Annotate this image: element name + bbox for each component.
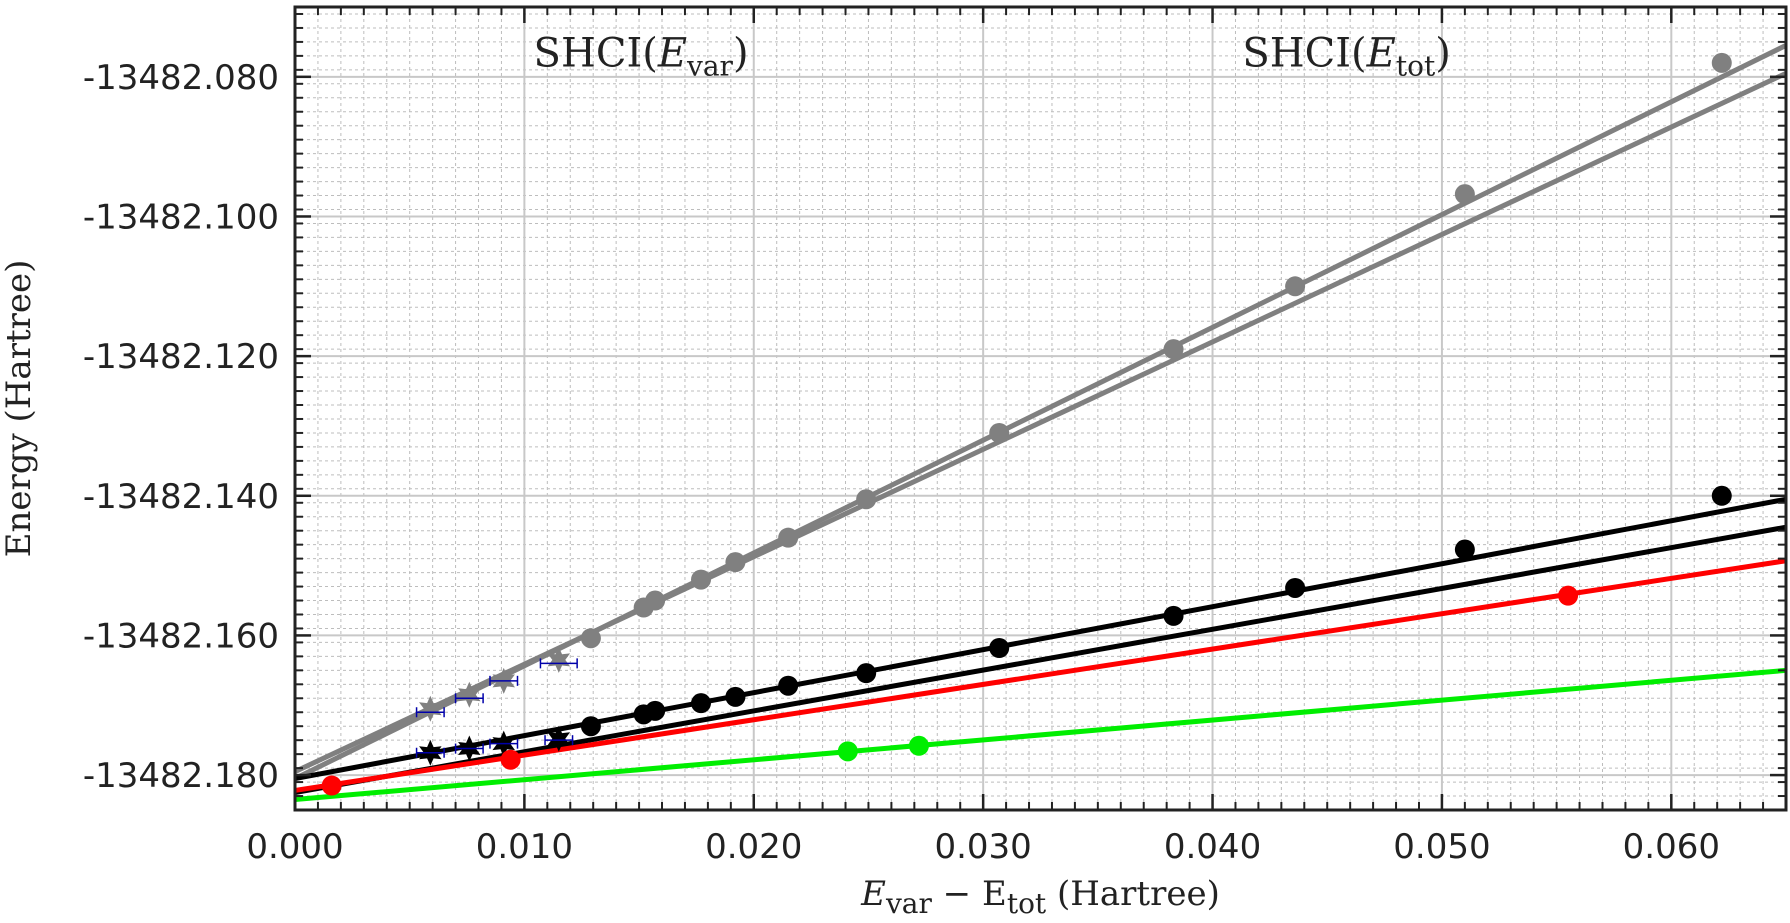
axis-ticks: 0.000 0.010 0.020 0.030 0.040 0.050 0.060 -1348… <box>83 7 1787 867</box>
circle-marker <box>1454 184 1475 205</box>
annotation-suffix: ) <box>1435 30 1451 76</box>
annotation: SHCI(Evar) <box>534 30 749 82</box>
circle-marker <box>1285 577 1306 598</box>
x-axis-label-sub2: tot <box>1007 887 1047 920</box>
x-tick-label: 0.030 <box>934 827 1031 867</box>
circle-marker <box>1711 485 1732 506</box>
x-axis-label-suffix: (Hartree) <box>1046 874 1220 914</box>
circle-marker <box>1163 605 1184 626</box>
star-marker <box>419 695 442 722</box>
circle-marker <box>856 663 877 684</box>
y-tick-label: -13482.120 <box>83 337 279 377</box>
plot-frame <box>293 5 1788 812</box>
circle-marker <box>1558 585 1579 606</box>
x-tick-label: 0.040 <box>1164 827 1261 867</box>
fit-line <box>294 558 1787 793</box>
annotation-variable: E <box>657 30 687 76</box>
annotation-prefix: SHCI( <box>1242 30 1366 76</box>
circle-marker <box>580 628 601 649</box>
y-tick-label: -13482.160 <box>83 616 279 656</box>
y-tick-label: -13482.140 <box>83 477 279 517</box>
star-marker <box>547 725 571 752</box>
y-tick-label: -13482.100 <box>83 197 279 237</box>
fit-line <box>294 667 1787 803</box>
y-tick-label: -13482.180 <box>83 756 279 796</box>
circle-marker <box>645 700 666 721</box>
circle-marker <box>500 749 521 770</box>
x-tick-label: 0.060 <box>1623 827 1720 867</box>
circle-marker <box>778 675 799 696</box>
annotations: SHCI(Evar) SHCI(Etot) <box>534 30 1451 82</box>
fit-lines <box>293 43 1788 803</box>
x-axis-label-prefix: E <box>860 874 886 914</box>
fit-line <box>294 496 1787 782</box>
circle-marker <box>1711 52 1732 73</box>
annotation-suffix: ) <box>733 30 749 76</box>
x-axis-label-mid: − E <box>932 874 1007 914</box>
y-tick-label: -13482.080 <box>83 58 279 98</box>
x-tick-label: 0.000 <box>246 827 343 867</box>
circle-marker <box>321 775 342 796</box>
circle-marker <box>837 741 858 762</box>
annotation-subscript: tot <box>1396 49 1436 82</box>
circle-marker <box>580 716 601 737</box>
fit-line <box>293 71 1788 774</box>
circle-marker <box>691 569 712 590</box>
circle-marker <box>691 693 712 714</box>
x-tick-label: 0.020 <box>705 827 802 867</box>
circle-marker <box>989 422 1010 443</box>
annotation-subscript: var <box>686 49 734 82</box>
circle-marker <box>1285 276 1306 297</box>
annotation-variable: E <box>1366 30 1396 76</box>
data-points <box>321 52 1732 796</box>
circle-marker <box>908 735 929 756</box>
annotation-prefix: SHCI( <box>534 30 658 76</box>
annotation: SHCI(Etot) <box>1242 30 1450 82</box>
x-axis-label-sub1: var <box>885 887 933 920</box>
error-bars <box>415 658 578 758</box>
circle-marker <box>725 552 746 573</box>
circle-marker <box>778 527 799 548</box>
circle-marker <box>1454 539 1475 560</box>
y-axis-label: Energy (Hartree) <box>0 260 39 558</box>
grid <box>294 7 1787 811</box>
circle-marker <box>856 489 877 510</box>
x-axis-label: Evar − Etot (Hartree) <box>860 874 1220 920</box>
x-tick-label: 0.010 <box>476 827 573 867</box>
star-marker <box>547 646 571 673</box>
circle-marker <box>645 590 666 611</box>
circle-marker <box>989 638 1010 659</box>
x-tick-label: 0.050 <box>1393 827 1490 867</box>
circle-marker <box>1163 339 1184 360</box>
fit-line <box>294 524 1787 796</box>
star-marker <box>458 681 481 708</box>
circle-marker <box>725 686 746 707</box>
